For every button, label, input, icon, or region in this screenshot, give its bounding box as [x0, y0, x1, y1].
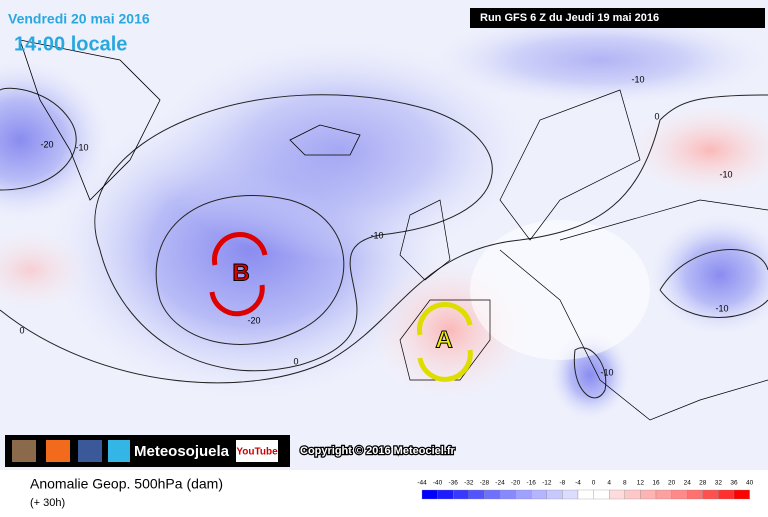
scale-cell — [671, 489, 688, 500]
footer-lead: (+ 30h) — [30, 497, 65, 509]
scale-cell — [702, 489, 719, 500]
high-symbol: A — [417, 302, 473, 382]
low-label: B — [232, 259, 249, 286]
scale-cell — [546, 489, 563, 500]
scale-cell — [593, 489, 610, 500]
low-symbol: B — [209, 232, 268, 317]
contour-label: -10 — [600, 367, 613, 377]
blogger-icon — [46, 440, 70, 462]
instagram-icon — [12, 440, 36, 462]
brand-name: Meteosojuela — [134, 443, 230, 460]
scale-cell — [718, 489, 735, 500]
scale-tick-label: 16 — [652, 480, 660, 487]
scale-tick-label: -4 — [575, 480, 581, 487]
local-time: 14:00 locale — [14, 33, 127, 55]
scale-tick-label: 40 — [746, 480, 754, 487]
scale-cell — [437, 489, 454, 500]
scale-tick-label: 12 — [637, 480, 645, 487]
scale-tick-label: 36 — [730, 480, 738, 487]
scale-cell — [609, 489, 625, 500]
scale-cell — [484, 489, 501, 500]
run-box — [470, 8, 765, 28]
scale-tick-label: -28 — [480, 480, 490, 487]
contour-label: 0 — [293, 356, 298, 366]
scale-cell — [468, 489, 485, 500]
scale-cell — [515, 489, 532, 500]
youtube-icon — [236, 440, 278, 462]
scale-cell — [421, 489, 438, 500]
twitter-icon — [108, 440, 130, 462]
contour-label: -10 — [715, 303, 728, 313]
scale-cell — [640, 489, 657, 500]
contour-label: -10 — [631, 74, 644, 84]
scale-cell — [499, 489, 516, 500]
scale-cell — [453, 489, 469, 500]
scale-tick-label: -8 — [560, 480, 566, 487]
contour-label: 0 — [19, 325, 24, 335]
scale-tick-label: 8 — [623, 480, 627, 487]
facebook-icon — [78, 440, 102, 462]
scale-tick-label: 32 — [715, 480, 723, 487]
scale-cell — [531, 489, 547, 500]
scale-cell — [624, 489, 641, 500]
footer-title: Anomalie Geop. 500hPa (dam) — [30, 476, 223, 492]
scale-tick-label: -12 — [542, 480, 552, 487]
scale-cell — [687, 489, 703, 500]
scale-tick-label: 0 — [592, 480, 596, 487]
scale-cell — [577, 489, 594, 500]
contour-label: -10 — [75, 142, 88, 152]
contour-label: 0 — [654, 111, 659, 121]
copyright: Copyright © 2016 Meteociel.fr — [300, 445, 456, 457]
scale-tick-label: -36 — [448, 480, 458, 487]
scale-tick-label: -16 — [526, 480, 536, 487]
scale-cell — [562, 489, 579, 500]
high-label: A — [435, 326, 452, 353]
contour-label: -10 — [370, 230, 383, 240]
scale-tick-label: -20 — [511, 480, 521, 487]
contour-label: -20 — [40, 139, 53, 149]
scale-tick-label: -44 — [417, 480, 427, 487]
scale-tick-label: 20 — [668, 480, 676, 487]
scale-tick-label: -40 — [433, 480, 443, 487]
scale-tick-label: 24 — [684, 480, 692, 487]
map-field — [0, 0, 768, 470]
scale-tick-label: 4 — [607, 480, 611, 487]
run-info: Run GFS 6 Z du Jeudi 19 mai 2016 — [480, 12, 659, 24]
scale-cell — [655, 489, 672, 500]
scale-cell — [733, 489, 750, 500]
contour-label: -10 — [719, 169, 732, 179]
date: Vendredi 20 mai 2016 — [8, 11, 150, 27]
scale-tick-label: -32 — [464, 480, 474, 487]
scale-tick-label: 28 — [699, 480, 707, 487]
scale-tick-label: -24 — [495, 480, 505, 487]
youtube-label: YouTube — [236, 447, 278, 458]
contour-label: -20 — [247, 315, 260, 325]
